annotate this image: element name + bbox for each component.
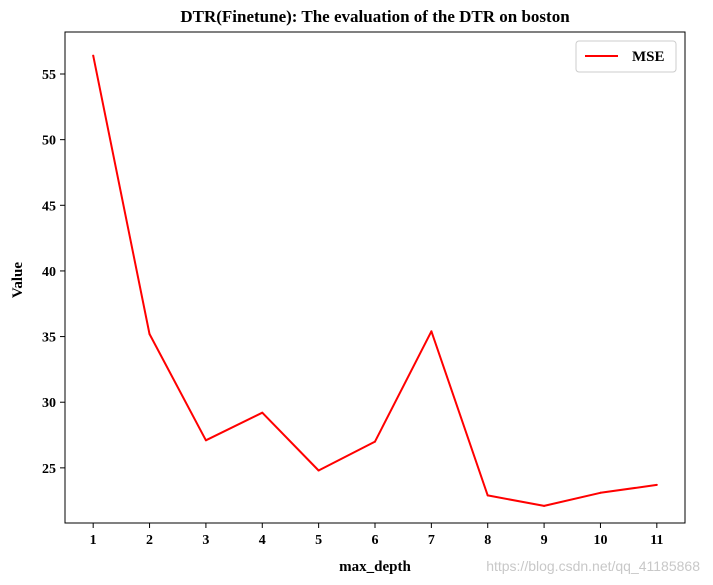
watermark-text: https://blog.csdn.net/qq_41185868 bbox=[486, 558, 700, 574]
x-tick-label: 5 bbox=[315, 533, 322, 548]
y-tick-label: 35 bbox=[42, 331, 56, 346]
chart-title: DTR(Finetune): The evaluation of the DTR… bbox=[180, 7, 570, 26]
x-axis-label: max_depth bbox=[339, 559, 411, 575]
y-tick-label: 50 bbox=[42, 134, 56, 149]
data-point bbox=[543, 504, 546, 507]
legend-box bbox=[575, 40, 677, 73]
x-tick-label: 3 bbox=[202, 533, 209, 548]
data-point bbox=[204, 439, 207, 442]
data-point bbox=[430, 330, 433, 333]
x-tick-label: 4 bbox=[259, 533, 266, 548]
y-axis-ticks: 25 30 35 40 45 50 55 bbox=[42, 68, 65, 477]
series-line-mse bbox=[92, 55, 657, 507]
x-tick-label: 11 bbox=[650, 533, 663, 548]
data-point bbox=[655, 483, 658, 486]
data-point bbox=[486, 494, 489, 497]
x-axis-ticks: 1 2 3 4 5 6 7 8 9 10 11 bbox=[90, 523, 663, 548]
y-tick-label: 25 bbox=[42, 462, 56, 477]
data-point bbox=[261, 411, 264, 414]
x-tick-label: 10 bbox=[593, 533, 607, 548]
x-tick-label: 6 bbox=[372, 533, 379, 548]
data-point bbox=[374, 440, 376, 443]
y-axis-label: Value bbox=[10, 262, 26, 298]
legend: MSE bbox=[575, 40, 677, 73]
y-tick-label: 40 bbox=[42, 265, 56, 280]
data-point bbox=[148, 332, 151, 335]
data-point bbox=[317, 469, 320, 472]
data-point bbox=[599, 491, 602, 494]
y-tick-label: 55 bbox=[42, 68, 56, 83]
data-point bbox=[92, 54, 95, 57]
y-tick-label: 30 bbox=[42, 396, 56, 411]
plot-area-frame bbox=[64, 31, 686, 524]
x-tick-label: 7 bbox=[428, 533, 435, 548]
legend-label-mse: MSE bbox=[632, 49, 665, 65]
x-tick-label: 9 bbox=[541, 533, 548, 548]
x-tick-label: 2 bbox=[146, 533, 153, 548]
y-tick-label: 45 bbox=[42, 199, 56, 214]
series-points-mse bbox=[92, 54, 658, 507]
x-tick-label: 1 bbox=[90, 533, 97, 548]
x-tick-label: 8 bbox=[484, 533, 491, 548]
